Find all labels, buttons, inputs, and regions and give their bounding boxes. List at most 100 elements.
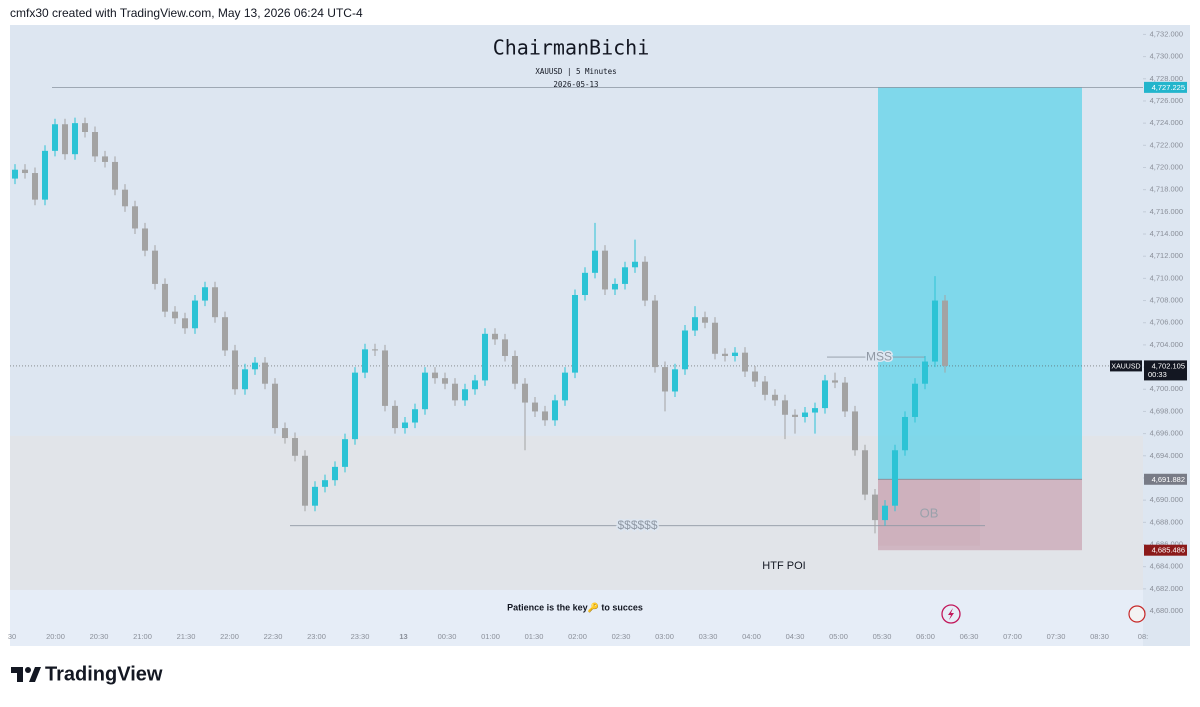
symbol-tag [1110, 360, 1142, 372]
candle-body [432, 372, 438, 379]
y-tick-label: 4,686.000 [1150, 539, 1183, 548]
footer-band [10, 590, 1143, 646]
brand: TradingView [45, 663, 163, 685]
y-tick-label: 4,726.000 [1150, 96, 1183, 105]
candle-body [62, 124, 68, 155]
candle-body [412, 409, 418, 423]
y-tick-label: 4,704.000 [1150, 340, 1183, 349]
candle-body [512, 355, 518, 384]
candle-body [592, 250, 598, 273]
logo: TradingView [11, 663, 163, 685]
y-tick-label: 4,690.000 [1150, 495, 1183, 504]
candle-body [422, 372, 428, 410]
candle-body [752, 371, 758, 382]
candle-body [542, 411, 548, 421]
candle-body [22, 169, 28, 174]
x-tick-label: 01:00 [481, 632, 500, 641]
candle-body [302, 455, 308, 506]
candle-body [352, 372, 358, 440]
candle-body [882, 505, 888, 521]
candle-body [782, 400, 788, 415]
candle-body [442, 378, 448, 384]
candle-body [662, 367, 668, 392]
y-tick-label: 4,714.000 [1150, 229, 1183, 238]
candle-body [172, 311, 178, 319]
candle-body [312, 486, 318, 506]
zone-label: OB [920, 505, 939, 520]
candle-body [732, 352, 738, 356]
candle-body [582, 272, 588, 296]
y-tick-label: 4,694.000 [1150, 451, 1183, 460]
candle-body [452, 383, 458, 401]
logo-slash [29, 667, 41, 682]
candle-body [372, 349, 378, 351]
y-tick-label: 4,700.000 [1150, 384, 1183, 393]
candle-body [252, 362, 258, 370]
subtitle: XAUUSD | 5 Minutes [535, 67, 616, 76]
x-tick-label: 05:00 [829, 632, 848, 641]
y-tick-label: 4,696.000 [1150, 429, 1183, 438]
candle-body [292, 438, 298, 456]
candle-body [392, 405, 398, 429]
candle-body [642, 261, 648, 301]
candle-body [272, 383, 278, 429]
x-tick-label: 30 [8, 632, 16, 641]
symbol-label: XAUUSD [1111, 363, 1140, 370]
x-tick-label: 06:00 [916, 632, 935, 641]
candle-body [202, 287, 208, 301]
candle-body [42, 150, 48, 200]
candle-body [532, 402, 538, 412]
logo-mark [11, 667, 23, 682]
x-tick-label: 02:00 [568, 632, 587, 641]
x-tick-label: 05:30 [873, 632, 892, 641]
candle-body [362, 349, 368, 373]
x-tick-label: 21:30 [177, 632, 196, 641]
x-tick-label: 20:00 [46, 632, 65, 641]
candle-body [402, 422, 408, 429]
y-tick-label: 4,680.000 [1150, 606, 1183, 615]
candle-body [492, 333, 498, 340]
logo-dot [25, 667, 31, 673]
candle-body [842, 382, 848, 412]
x-tick-label: 08:30 [1090, 632, 1109, 641]
x-tick-label: 22:00 [220, 632, 239, 641]
x-tick-label: 00:30 [438, 632, 457, 641]
candle-body [632, 261, 638, 268]
profit-zone [878, 87, 1082, 480]
y-tick-label: 4,706.000 [1150, 318, 1183, 327]
candle-body [282, 428, 288, 439]
candle-body [262, 362, 268, 384]
level-label: MSS [866, 349, 892, 363]
x-tick-label: 23:30 [351, 632, 370, 641]
chart-title: ChairmanBichi [493, 36, 650, 60]
candle-body [152, 250, 158, 284]
candle-body [902, 416, 908, 451]
entry-tag-label: 4,691.882 [1152, 475, 1185, 484]
target-tag-label: 4,727.225 [1152, 83, 1185, 92]
candle-body [862, 450, 868, 495]
candle-body [832, 380, 838, 383]
stop-tag-label: 4,685.486 [1152, 546, 1185, 555]
candle-body [812, 408, 818, 413]
x-tick-label: 07:00 [1003, 632, 1022, 641]
candle-body [792, 414, 798, 417]
y-tick-label: 4,720.000 [1150, 162, 1183, 171]
x-tick-label: 01:30 [525, 632, 544, 641]
candle-body [212, 287, 218, 318]
candle-body [112, 161, 118, 190]
loss-zone [878, 479, 1082, 551]
x-tick-label: 04:30 [786, 632, 805, 641]
last-price-tag [1144, 360, 1187, 381]
candle-body [82, 123, 88, 133]
candle-body [12, 169, 18, 179]
flag-icon[interactable] [1128, 605, 1146, 623]
event-icon[interactable] [941, 604, 961, 624]
x-tick-label: 03:00 [655, 632, 674, 641]
y-tick-label: 4,682.000 [1150, 584, 1183, 593]
y-tick-label: 4,712.000 [1150, 251, 1183, 260]
candle-body [652, 300, 658, 368]
y-tick-label: 4,732.000 [1150, 29, 1183, 38]
plot: 4,680.0004,682.0004,684.0004,686.0004,68… [8, 29, 1183, 641]
last-price-label: 4,702.105 [1152, 361, 1185, 370]
